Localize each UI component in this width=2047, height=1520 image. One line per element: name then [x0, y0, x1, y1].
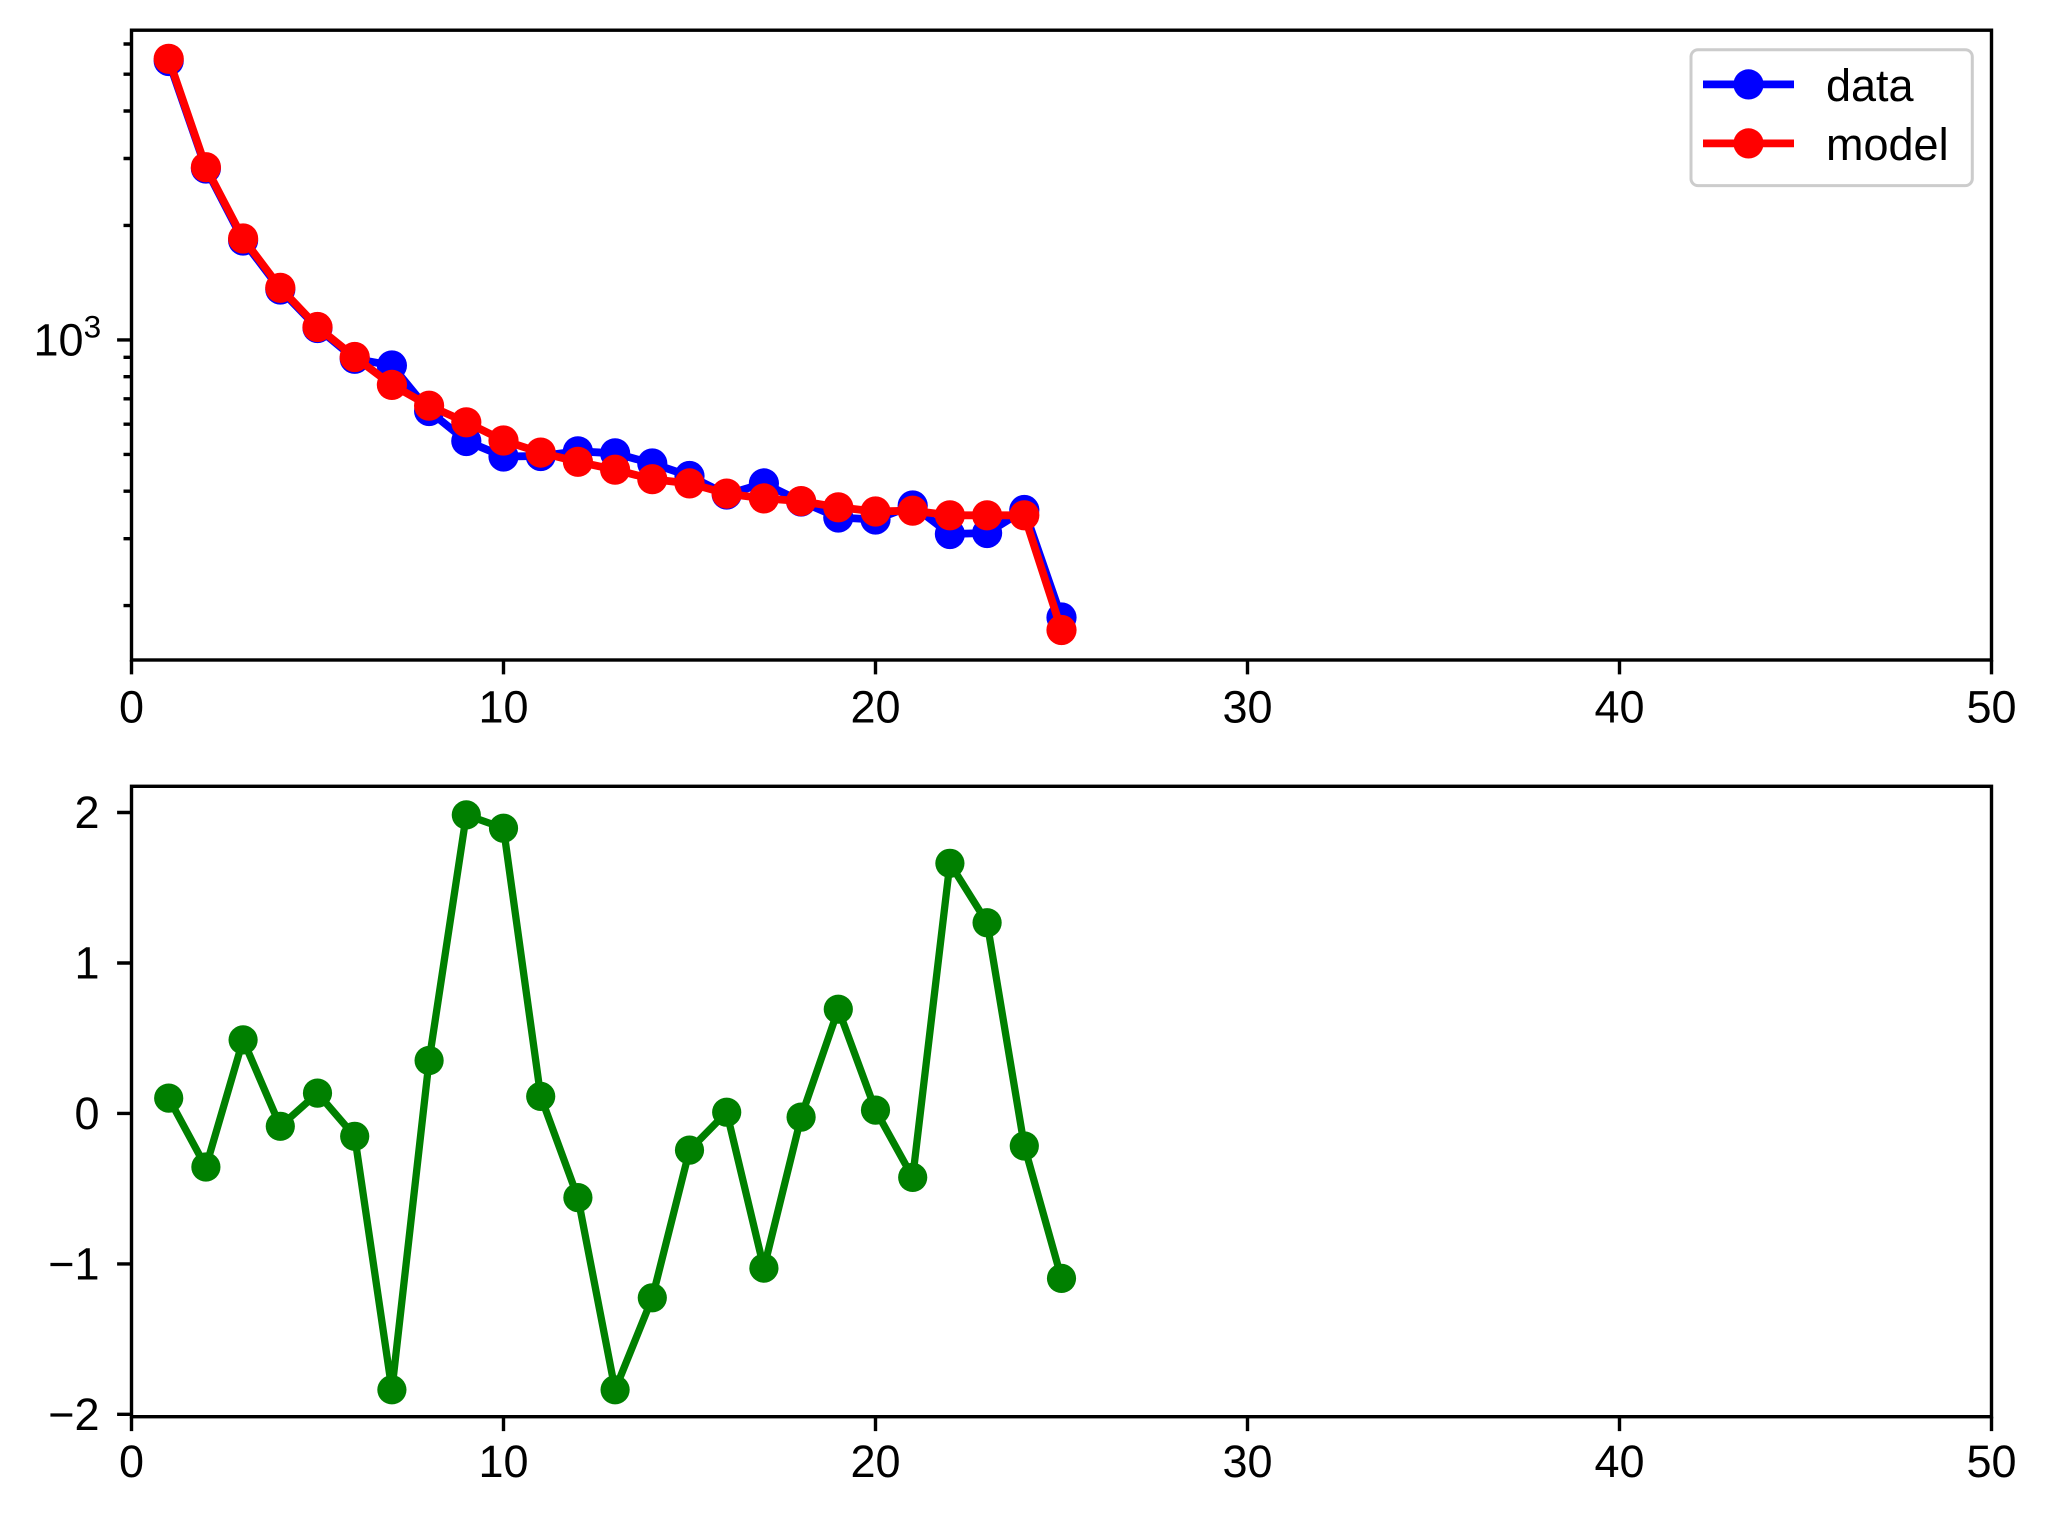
svg-text:20: 20	[850, 681, 900, 732]
svg-text:model: model	[1826, 119, 1949, 170]
svg-text:0: 0	[119, 1436, 144, 1487]
svg-text:40: 40	[1594, 681, 1644, 732]
svg-text:2: 2	[74, 787, 99, 838]
svg-text:0: 0	[119, 681, 144, 732]
svg-text:50: 50	[1966, 1436, 2016, 1487]
svg-text:30: 30	[1222, 681, 1272, 732]
svg-text:−2: −2	[48, 1389, 99, 1440]
svg-text:1: 1	[74, 938, 99, 989]
svg-text:30: 30	[1222, 1436, 1272, 1487]
svg-text:data: data	[1826, 60, 1915, 111]
svg-text:10: 10	[478, 1436, 528, 1487]
svg-text:0: 0	[74, 1088, 99, 1139]
svg-text:20: 20	[850, 1436, 900, 1487]
svg-text:10: 10	[478, 681, 528, 732]
svg-text:50: 50	[1966, 681, 2016, 732]
svg-text:40: 40	[1594, 1436, 1644, 1487]
svg-text:−1: −1	[48, 1239, 99, 1290]
